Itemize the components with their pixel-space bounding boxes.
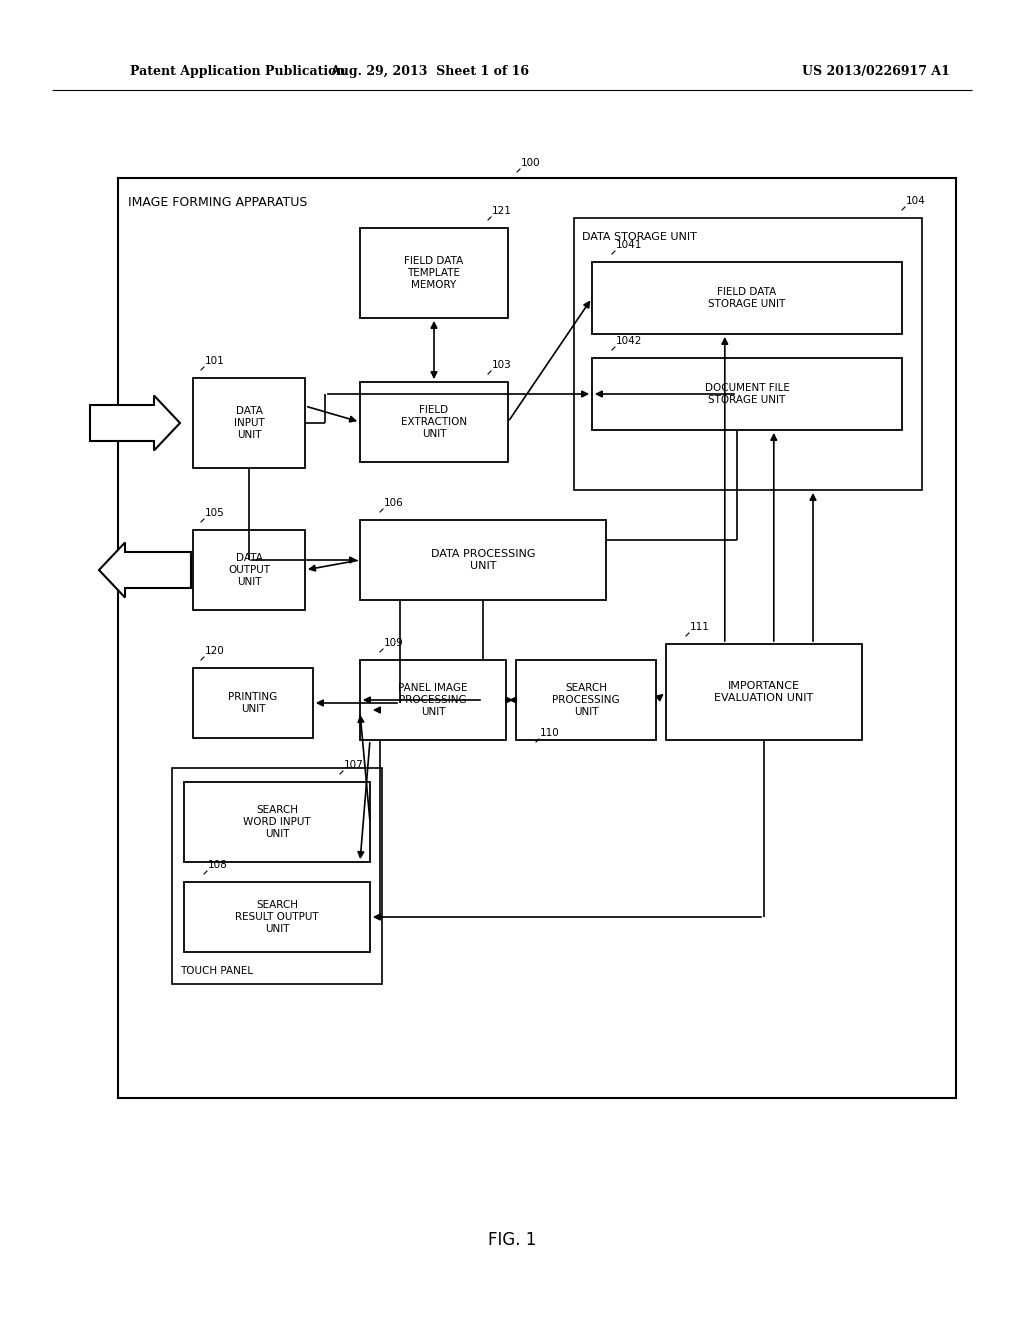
- Bar: [574, 218, 922, 490]
- Bar: [193, 668, 313, 738]
- Text: 104: 104: [906, 195, 926, 206]
- Bar: [360, 660, 506, 741]
- Text: 1041: 1041: [616, 240, 642, 249]
- FancyArrow shape: [90, 396, 180, 450]
- Text: 101: 101: [205, 356, 224, 366]
- Text: SEARCH
WORD INPUT
UNIT: SEARCH WORD INPUT UNIT: [243, 805, 311, 838]
- Text: 100: 100: [521, 158, 541, 168]
- Bar: [172, 768, 382, 983]
- Text: DATA
OUTPUT
UNIT: DATA OUTPUT UNIT: [228, 553, 270, 586]
- Text: FIELD
EXTRACTION
UNIT: FIELD EXTRACTION UNIT: [401, 405, 467, 438]
- Text: IMAGE FORMING APPARATUS: IMAGE FORMING APPARATUS: [128, 195, 307, 209]
- Text: PANEL IMAGE
PROCESSING
UNIT: PANEL IMAGE PROCESSING UNIT: [398, 684, 468, 717]
- Text: 107: 107: [344, 760, 364, 770]
- Text: DATA PROCESSING
UNIT: DATA PROCESSING UNIT: [431, 549, 536, 570]
- Bar: [193, 378, 305, 469]
- Text: SEARCH
RESULT OUTPUT
UNIT: SEARCH RESULT OUTPUT UNIT: [236, 900, 318, 933]
- Text: 111: 111: [690, 622, 710, 632]
- Text: 121: 121: [492, 206, 512, 216]
- Text: US 2013/0226917 A1: US 2013/0226917 A1: [802, 66, 950, 78]
- Bar: [118, 178, 956, 1098]
- Text: 109: 109: [384, 638, 403, 648]
- Text: 106: 106: [384, 498, 403, 508]
- Text: DATA STORAGE UNIT: DATA STORAGE UNIT: [582, 232, 697, 242]
- Text: FIELD DATA
TEMPLATE
MEMORY: FIELD DATA TEMPLATE MEMORY: [404, 256, 464, 289]
- Text: DOCUMENT FILE
STORAGE UNIT: DOCUMENT FILE STORAGE UNIT: [705, 383, 790, 405]
- Text: Aug. 29, 2013  Sheet 1 of 16: Aug. 29, 2013 Sheet 1 of 16: [331, 66, 529, 78]
- Bar: [360, 520, 606, 601]
- Bar: [184, 882, 370, 952]
- Text: Patent Application Publication: Patent Application Publication: [130, 66, 345, 78]
- Text: 110: 110: [540, 729, 560, 738]
- Text: 103: 103: [492, 360, 512, 370]
- Bar: [184, 781, 370, 862]
- Text: FIG. 1: FIG. 1: [487, 1232, 537, 1249]
- Text: 1042: 1042: [616, 337, 642, 346]
- Text: 108: 108: [208, 861, 227, 870]
- Bar: [666, 644, 862, 741]
- Bar: [592, 261, 902, 334]
- Text: SEARCH
PROCESSING
UNIT: SEARCH PROCESSING UNIT: [552, 684, 620, 717]
- Bar: [360, 381, 508, 462]
- Text: IMPORTANCE
EVALUATION UNIT: IMPORTANCE EVALUATION UNIT: [715, 681, 814, 702]
- Text: PRINTING
UNIT: PRINTING UNIT: [228, 692, 278, 714]
- Bar: [592, 358, 902, 430]
- Text: DATA
INPUT
UNIT: DATA INPUT UNIT: [233, 407, 264, 440]
- Bar: [360, 228, 508, 318]
- FancyArrow shape: [99, 543, 191, 598]
- Text: 105: 105: [205, 508, 224, 517]
- Text: TOUCH PANEL: TOUCH PANEL: [180, 966, 253, 975]
- Bar: [516, 660, 656, 741]
- Text: 120: 120: [205, 645, 224, 656]
- Text: FIELD DATA
STORAGE UNIT: FIELD DATA STORAGE UNIT: [709, 288, 785, 309]
- Bar: [193, 531, 305, 610]
